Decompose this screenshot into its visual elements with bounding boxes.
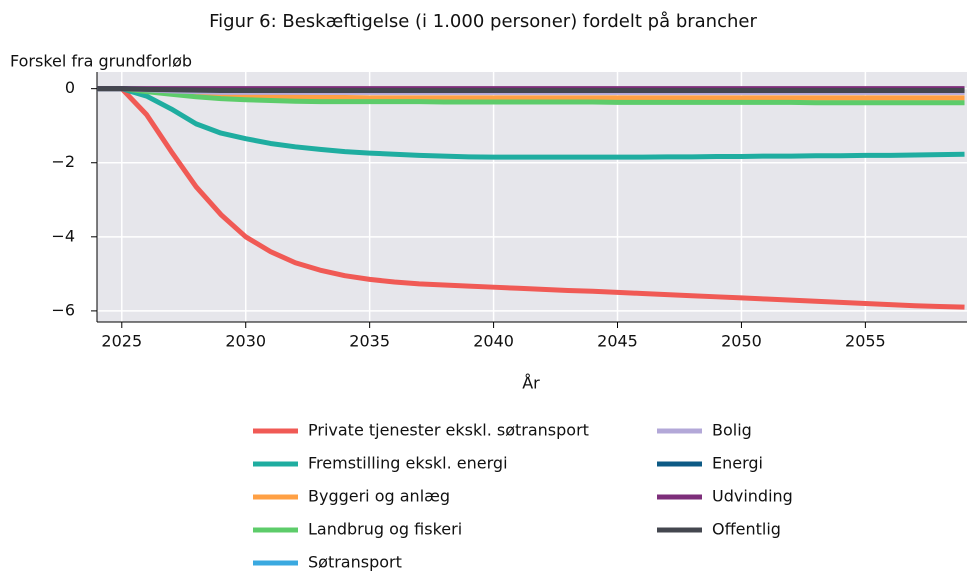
legend-label: Søtransport [308, 553, 402, 572]
legend-label: Energi [712, 454, 763, 473]
x-tick-label: 2030 [225, 332, 266, 351]
y-axis-label: Forskel fra grundforløb [10, 52, 192, 71]
y-tick-label: −2 [51, 152, 75, 171]
series-line [97, 86, 965, 160]
series-line [97, 86, 965, 94]
legend-label: Udvinding [712, 487, 793, 506]
legend-label: Offentlig [712, 520, 781, 539]
x-tick-label: 2040 [473, 332, 514, 351]
legend-label: Landbrug og fiskeri [308, 520, 462, 539]
legend-label: Fremstilling ekskl. energi [308, 454, 508, 473]
x-tick-label: 2025 [101, 332, 142, 351]
legend-label: Byggeri og anlæg [308, 487, 450, 506]
x-tick-label: 2035 [349, 332, 390, 351]
legend-label: Bolig [712, 421, 752, 440]
x-tick-label: 2045 [597, 332, 638, 351]
plot-area [97, 72, 967, 322]
series-line [97, 86, 965, 101]
series-line [97, 86, 965, 310]
series-line [97, 86, 965, 106]
x-tick-label: 2055 [845, 332, 886, 351]
chart-title: Figur 6: Beskæftigelse (i 1.000 personer… [209, 11, 757, 32]
legend-label: Private tjenester ekskl. søtransport [308, 421, 589, 440]
y-tick-label: −6 [51, 300, 75, 319]
x-axis-label: År [522, 374, 540, 393]
x-tick-label: 2050 [721, 332, 762, 351]
y-tick-label: −4 [51, 226, 75, 245]
y-tick-label: 0 [65, 78, 75, 97]
